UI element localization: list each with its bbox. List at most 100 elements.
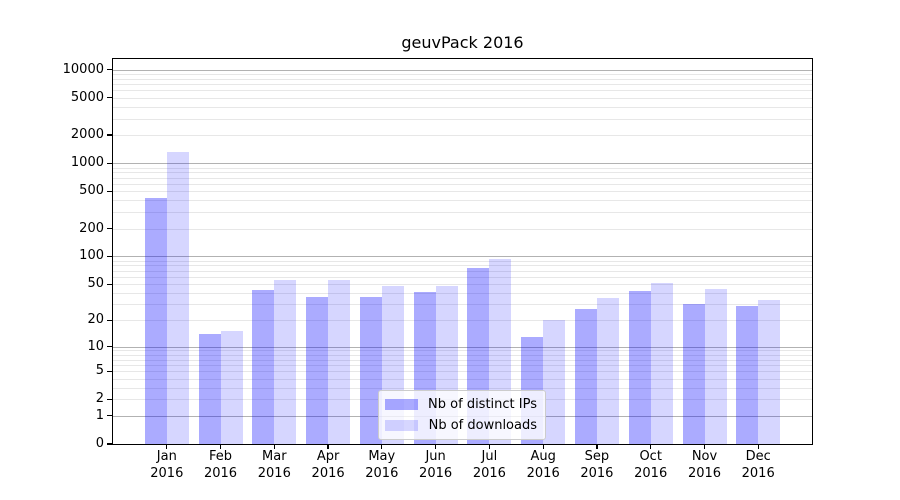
y-tick-label: 2000	[70, 127, 104, 143]
x-tick-label: Jun 2016	[404, 448, 468, 482]
x-tick-label-month: Sep	[584, 449, 610, 464]
bar-downloads-mar	[274, 280, 297, 444]
y-tick-label: 5	[95, 363, 104, 379]
y-tick-label: 1	[95, 407, 104, 423]
x-tick-label-month: Apr	[316, 449, 340, 464]
y-tick-label: 10	[87, 338, 104, 354]
legend-swatch-downloads	[385, 420, 418, 431]
gridline-minor	[113, 177, 812, 179]
gridline-minor	[113, 106, 812, 108]
x-axis-tick	[434, 444, 437, 449]
gridline-minor	[113, 90, 812, 92]
x-tick-label-year: 2016	[311, 466, 345, 481]
x-tick-label: Oct 2016	[619, 448, 683, 482]
gridline-minor	[113, 78, 812, 80]
gridline-minor	[113, 387, 812, 389]
y-axis-tick	[107, 69, 113, 71]
y-tick-label: 200	[79, 220, 104, 236]
bar-distinct-ips-sep	[574, 308, 597, 444]
bar-distinct-ips-mar	[252, 290, 275, 444]
y-tick-label: 5000	[70, 89, 104, 105]
y-tick-label: 1000	[70, 155, 104, 171]
x-tick-label-year: 2016	[150, 466, 184, 481]
x-axis-tick	[327, 444, 329, 449]
y-axis-tick	[107, 190, 113, 192]
y-tick-label: 0	[95, 436, 104, 451]
y-tick-label: 50	[87, 276, 104, 292]
x-tick-label: Aug 2016	[511, 448, 575, 482]
gridline-minor	[113, 135, 812, 137]
gridline-minor	[113, 167, 812, 169]
y-axis-tick	[107, 415, 113, 417]
x-tick-label-year: 2016	[203, 466, 238, 481]
y-axis-tick	[107, 227, 113, 230]
gridline-minor	[113, 260, 812, 262]
y-axis-tick	[107, 134, 113, 136]
x-tick-label-month: Jun	[425, 449, 446, 464]
legend-item-downloads: Nb of downloads	[385, 418, 537, 433]
chart-title: geuvPack 2016	[401, 33, 524, 52]
x-tick-label-month: Jul	[481, 449, 498, 464]
bar-downloads-feb	[220, 331, 243, 444]
x-tick-label: Apr 2016	[296, 448, 360, 482]
x-tick-label-year: 2016	[472, 466, 506, 481]
y-axis-tick	[107, 319, 113, 321]
x-tick-label: Mar 2016	[242, 448, 306, 482]
x-tick-label: Nov 2016	[673, 448, 737, 482]
bar-downloads-jan	[166, 151, 189, 444]
y-tick-label: 10000	[62, 61, 104, 77]
gridline-major	[113, 163, 812, 165]
legend-item-distinct-ips: Nb of distinct IPs	[385, 397, 537, 412]
gridline-minor	[113, 118, 812, 120]
x-axis-tick	[219, 444, 222, 449]
bar-downloads-dec	[758, 299, 781, 444]
gridline-minor	[113, 364, 812, 366]
x-tick-label-month: May	[368, 449, 396, 464]
y-axis-tick	[107, 443, 113, 445]
legend-swatch-distinct-ips	[385, 399, 418, 410]
x-tick-label-month: Nov	[691, 449, 718, 464]
bar-downloads-nov	[704, 289, 727, 444]
bar-distinct-ips-jan	[144, 198, 167, 444]
y-tick-label: 100	[79, 248, 104, 264]
y-tick-label: 500	[79, 183, 104, 199]
x-tick-label: Feb 2016	[189, 448, 253, 482]
bar-distinct-ips-apr	[306, 297, 329, 444]
gridline-minor	[113, 265, 812, 267]
x-tick-label-year: 2016	[580, 466, 614, 481]
x-tick-label-month: Feb	[208, 449, 233, 464]
gridline-minor	[113, 284, 812, 286]
bar-distinct-ips-dec	[736, 305, 759, 444]
bar-downloads-aug	[543, 320, 566, 444]
x-tick-label-month: Jan	[156, 449, 177, 464]
legend-label-downloads: Nb of downloads	[428, 418, 537, 433]
y-axis-tick	[107, 97, 113, 99]
gridline-minor	[113, 320, 812, 322]
y-axis-tick	[107, 370, 113, 372]
legend-label-distinct-ips: Nb of distinct IPs	[428, 397, 537, 412]
x-tick-label-year: 2016	[741, 466, 775, 481]
x-tick-label-year: 2016	[526, 466, 560, 481]
x-tick-label-month: Oct	[639, 449, 662, 464]
gridline-minor	[113, 270, 812, 272]
x-tick-label-year: 2016	[687, 466, 722, 481]
x-axis-tick	[542, 444, 544, 449]
bar-downloads-apr	[328, 279, 351, 444]
x-axis-tick	[596, 444, 598, 449]
gridline-minor	[113, 200, 812, 202]
gridline-major	[113, 346, 812, 348]
gridline-minor	[113, 354, 812, 356]
x-axis-tick	[488, 444, 491, 449]
y-axis-tick	[107, 162, 113, 164]
gridline-minor	[113, 172, 812, 174]
x-tick-label-year: 2016	[257, 466, 291, 481]
x-tick-label-month: Mar	[262, 449, 287, 464]
x-axis-tick	[273, 444, 275, 449]
y-tick-label: 2	[95, 391, 104, 407]
bar-distinct-ips-nov	[682, 304, 705, 444]
legend: Nb of distinct IPs Nb of downloads	[378, 390, 546, 440]
gridline-minor	[113, 304, 812, 306]
gridline-minor	[113, 293, 812, 295]
gridline-minor	[113, 371, 812, 373]
gridline-minor	[113, 359, 812, 361]
